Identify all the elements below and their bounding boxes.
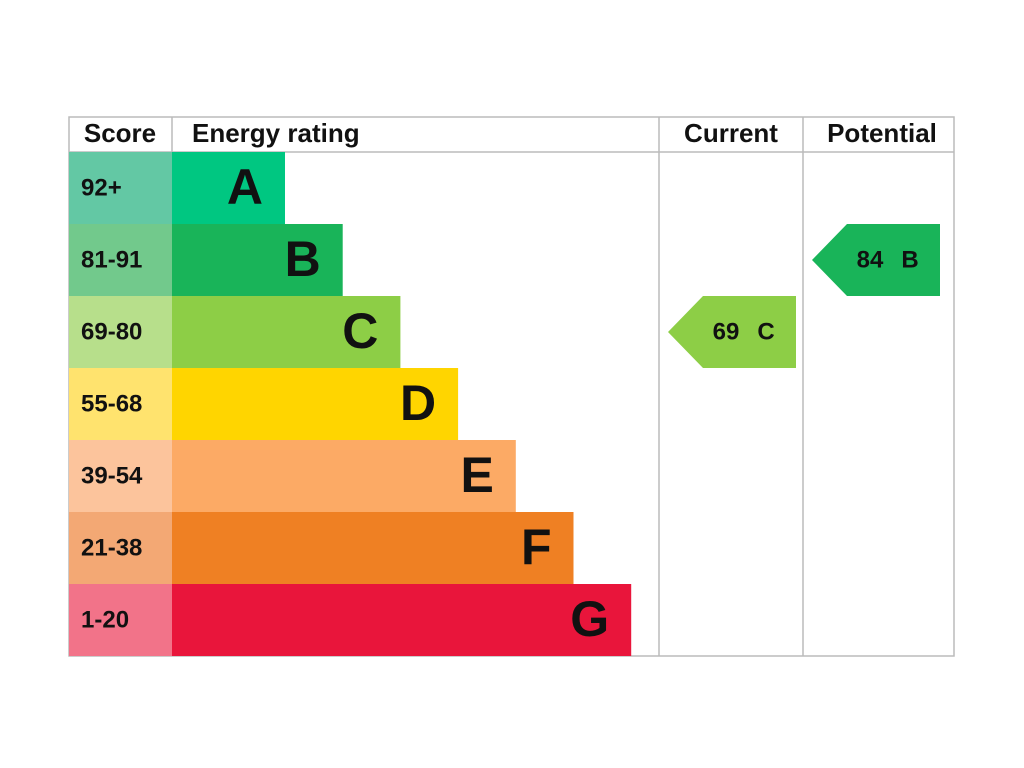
score-range: 69-80 [81,318,142,345]
score-range: 55-68 [81,390,142,417]
score-range: 21-38 [81,534,142,561]
score-cell [69,440,172,512]
rating-letter: A [227,159,263,215]
rating-letter: E [460,447,493,503]
score-range: 39-54 [81,462,143,489]
rating-bar [172,440,516,512]
potential-value: 84 [857,246,884,273]
score-range: 92+ [81,174,122,201]
rating-letter: D [400,375,436,431]
current-value: 69 [713,318,740,345]
rating-letter: F [521,519,552,575]
rating-bar [172,296,401,368]
score-range: 1-20 [81,606,129,633]
score-cell [69,368,172,440]
rating-bar [172,224,343,296]
header-energy-rating: Energy rating [192,118,360,148]
current-letter: C [757,318,774,345]
rating-bar [172,368,459,440]
rating-letter: B [285,231,321,287]
current-arrow [668,296,796,368]
score-range: 81-91 [81,246,142,273]
rating-letter: G [570,591,609,647]
potential-letter: B [901,246,918,273]
header-potential: Potential [827,118,937,148]
score-cell [69,224,172,296]
rating-bar [172,152,285,224]
header-current: Current [684,118,778,148]
score-cell [69,512,172,584]
rating-bar [172,584,632,656]
header-score: Score [84,118,156,148]
potential-arrow [812,224,940,296]
score-cell [69,584,172,656]
score-cell [69,152,172,224]
rating-letter: C [342,303,378,359]
rating-bar [172,512,574,584]
score-cell [69,296,172,368]
